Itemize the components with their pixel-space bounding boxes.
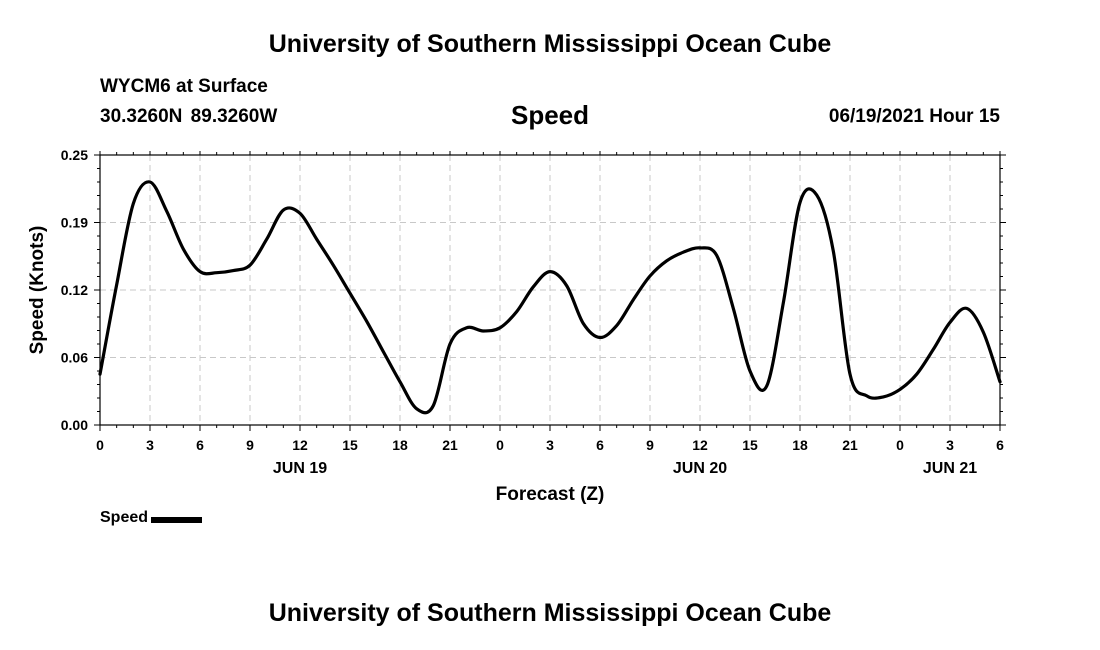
axis-ticks bbox=[94, 151, 1006, 431]
legend: Speed bbox=[100, 509, 203, 527]
legend-swatch bbox=[151, 516, 203, 523]
x-tick-label: 6 bbox=[596, 437, 604, 453]
x-tick-label: 3 bbox=[946, 437, 954, 453]
x-tick-label: 18 bbox=[392, 437, 408, 453]
x-tick-label: 15 bbox=[342, 437, 358, 453]
x-tick-label: 9 bbox=[646, 437, 654, 453]
station-coords: 30.3260N 89.3260W bbox=[100, 106, 278, 127]
x-tick-label: 3 bbox=[146, 437, 154, 453]
x-tick-label: 0 bbox=[96, 437, 104, 453]
x-tick-label: 18 bbox=[792, 437, 808, 453]
x-tick-label: 0 bbox=[896, 437, 904, 453]
x-tick-label: 6 bbox=[196, 437, 204, 453]
x-axis-label: Forecast (Z) bbox=[496, 484, 605, 505]
grid bbox=[100, 155, 1000, 425]
series-layer bbox=[98, 180, 1002, 415]
y-tick-label: 0.12 bbox=[61, 282, 88, 298]
x-tick-label: 6 bbox=[996, 437, 1004, 453]
header-title: University of Southern Mississippi Ocean… bbox=[268, 30, 832, 58]
y-tick-label: 0.06 bbox=[61, 350, 88, 366]
x-tick-label: 12 bbox=[692, 437, 708, 453]
x-tick-label: 3 bbox=[546, 437, 554, 453]
x-tick-label: 15 bbox=[742, 437, 758, 453]
station-name: WYCM6 at Surface bbox=[100, 76, 268, 97]
x-tick-label: 21 bbox=[442, 437, 458, 453]
forecast-datetime: 06/19/2021 Hour 15 bbox=[828, 106, 1000, 127]
y-tick-label: 0.19 bbox=[61, 215, 88, 231]
series-line-speed bbox=[98, 180, 1002, 415]
y-tick-label: 0.00 bbox=[61, 417, 88, 433]
x-tick-label: 21 bbox=[842, 437, 858, 453]
date-label: JUN 20 bbox=[673, 460, 727, 477]
x-tick-label: 9 bbox=[246, 437, 254, 453]
footer-title: University of Southern Mississippi Ocean… bbox=[268, 599, 832, 627]
date-label: JUN 21 bbox=[923, 460, 977, 477]
date-label: JUN 19 bbox=[273, 460, 327, 477]
x-tick-label: 12 bbox=[292, 437, 308, 453]
legend-label: Speed bbox=[100, 509, 149, 526]
chart-title: Speed bbox=[510, 100, 590, 130]
y-tick-label: 0.25 bbox=[61, 147, 88, 163]
x-tick-label: 0 bbox=[496, 437, 504, 453]
y-axis-label: Speed (Knots) bbox=[27, 226, 48, 355]
axis-labels: 0 3 6 9 12 15 18 21 0 3 6 9 12 15 18 21 0 3 6 JUN 19 JUN 20 J… bbox=[61, 147, 1004, 477]
